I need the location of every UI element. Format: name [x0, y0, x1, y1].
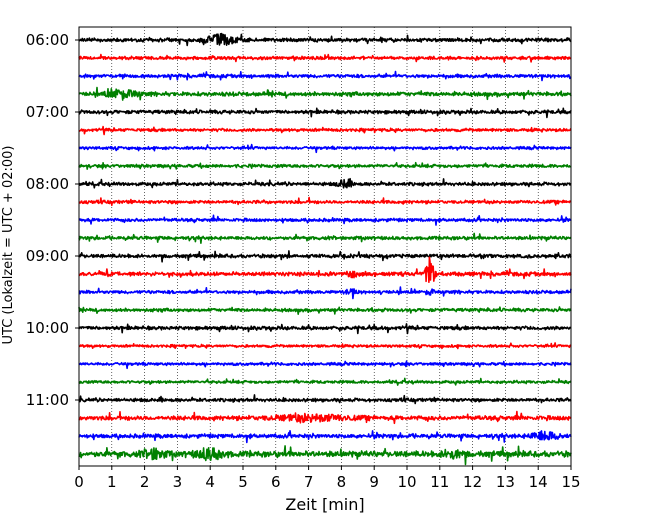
y-tick-label: 07:00: [26, 103, 69, 121]
trace-1145: [78, 445, 572, 466]
trace-0830: [78, 214, 572, 226]
x-tick-label: 7: [304, 473, 314, 491]
trace-0945: [78, 306, 572, 315]
trace-1130: [78, 430, 572, 444]
plot-frame: [78, 26, 572, 467]
y-tick-label: 11:00: [26, 391, 69, 409]
trace-1030: [78, 360, 572, 370]
y-tick-label: 10:00: [26, 319, 69, 337]
x-tick-label: 12: [463, 473, 482, 491]
x-tick-label: 15: [561, 473, 580, 491]
trace-0800: [78, 177, 572, 189]
x-tick-label: 0: [74, 473, 84, 491]
x-tick-label: 13: [496, 473, 515, 491]
x-tick-label: 3: [173, 473, 183, 491]
trace-1100: [78, 394, 572, 405]
x-tick-label: 2: [140, 473, 150, 491]
trace-0700: [78, 107, 572, 119]
x-tick-label: 14: [529, 473, 548, 491]
trace-0600: [78, 32, 572, 47]
trace-1045: [78, 377, 572, 386]
y-tick-label: 08:00: [26, 175, 69, 193]
x-tick-label: 1: [107, 473, 117, 491]
x-axis-label: Zeit [min]: [285, 495, 364, 514]
x-axis: 0 1 2 3 4 5 6 7 8 9 10 11 12 13 14 15: [74, 466, 581, 491]
y-tick-label: 09:00: [26, 247, 69, 265]
trace-0715: [78, 125, 572, 136]
x-tick-label: 9: [369, 473, 379, 491]
trace-0615: [78, 53, 572, 63]
x-tick-label: 4: [205, 473, 215, 491]
trace-0730: [78, 143, 572, 154]
trace-0900: [78, 250, 572, 263]
x-tick-label: 5: [238, 473, 248, 491]
trace-0815: [78, 196, 572, 207]
y-axis-label: UTC (Lokalzeit = UTC + 02:00): [1, 146, 16, 345]
y-axis: 06:00 07:00 08:00 09:00 10:00 11:00: [26, 31, 79, 409]
seismogram-traces: [78, 32, 572, 466]
trace-1000: [78, 323, 572, 335]
trace-0930: [78, 286, 572, 300]
trace-0845: [78, 232, 572, 244]
x-tick-label: 11: [430, 473, 449, 491]
trace-0645: [78, 86, 572, 101]
x-tick-label: 10: [397, 473, 416, 491]
y-tick-label: 06:00: [26, 31, 69, 49]
trace-0630: [78, 70, 572, 82]
trace-1115: [78, 410, 572, 425]
trace-1015: [78, 342, 572, 350]
vertical-grid: [111, 27, 539, 466]
x-tick-label: 6: [271, 473, 281, 491]
x-tick-label: 8: [337, 473, 347, 491]
trace-0915: [78, 256, 572, 283]
trace-0745: [78, 161, 572, 170]
